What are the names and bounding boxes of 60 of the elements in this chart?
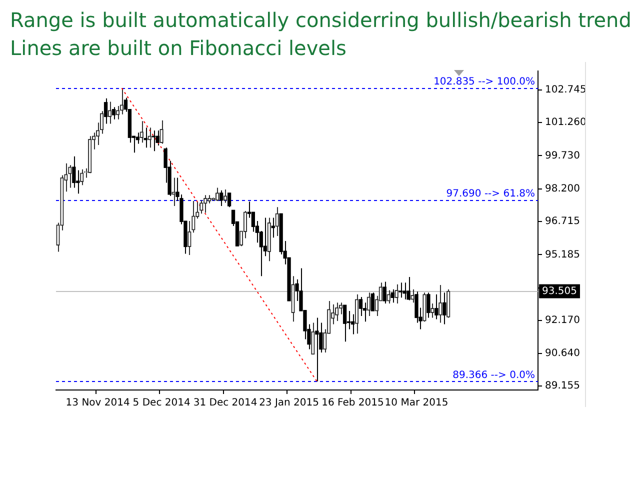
ref-line-label: 102.835 --> 100.0% (434, 76, 535, 88)
x-tick-label: 23 Jan 2015 (259, 398, 320, 409)
y-tick-label: 99.730 (545, 150, 580, 162)
candlestick (394, 284, 398, 304)
candlestick (426, 292, 430, 318)
candlestick (104, 98, 108, 124)
candlestick (72, 156, 76, 188)
candlestick (172, 177, 176, 207)
candlestick (402, 282, 406, 300)
y-tick-label: 102.745 (545, 84, 586, 96)
candlestick (382, 281, 386, 304)
candlestick (219, 190, 224, 207)
y-tick-label: 95.185 (545, 249, 580, 260)
candlestick (430, 303, 434, 318)
candlestick (315, 317, 319, 382)
candlestick (406, 276, 410, 301)
candlestick (335, 302, 339, 322)
chart-subtitle: Lines are built on Fibonacci levels (10, 35, 348, 62)
x-tick-label: 31 Dec 2014 (193, 398, 258, 409)
y-tick-label: 98.200 (545, 184, 580, 195)
candlestick (311, 322, 315, 355)
candlestick (366, 292, 371, 316)
ref-line-label: 89.366 --> 0.0% (452, 370, 535, 381)
candlestick (116, 106, 120, 120)
candlestick (410, 288, 414, 304)
candlestick (342, 304, 347, 342)
x-tick-label: 5 Dec 2014 (132, 398, 190, 409)
candlestick (358, 296, 363, 316)
candlestick (108, 101, 112, 124)
y-tick-label: 89.155 (545, 380, 580, 392)
y-tick-label: 96.715 (545, 216, 580, 227)
candlestick (370, 292, 375, 312)
candlestick (271, 217, 275, 238)
candlestick (442, 292, 446, 325)
chart-title: Range is built automatically considerring bullish/bearish trend (10, 7, 632, 34)
x-tick-label: 16 Feb 2015 (322, 398, 384, 409)
y-tick-label: 101.260 (545, 116, 586, 128)
candlestick (390, 288, 394, 304)
x-tick-label: 10 Mar 2015 (384, 398, 448, 409)
candlestick (160, 120, 164, 144)
candlestick (152, 130, 156, 152)
candlestick (76, 170, 80, 194)
candlestick (223, 188, 228, 204)
candlestick (200, 200, 204, 214)
candlestick (216, 187, 220, 202)
candlestick (192, 200, 196, 234)
y-tick-label: 92.170 (545, 314, 580, 326)
candlestick (188, 220, 192, 256)
candlestick (227, 192, 232, 208)
candlestick (112, 106, 116, 120)
candlestick (434, 294, 438, 320)
x-tick-label: 13 Nov 2014 (66, 398, 130, 409)
candlestick (398, 282, 402, 298)
ref-line-label: 93.505 (542, 286, 577, 297)
candlestick (140, 120, 144, 144)
ref-line-label: 97.690 --> 61.8% (446, 188, 535, 200)
candlestick (275, 206, 279, 237)
y-tick-label: 90.640 (545, 348, 580, 360)
candlestick (68, 164, 72, 188)
candlestick (386, 290, 390, 304)
